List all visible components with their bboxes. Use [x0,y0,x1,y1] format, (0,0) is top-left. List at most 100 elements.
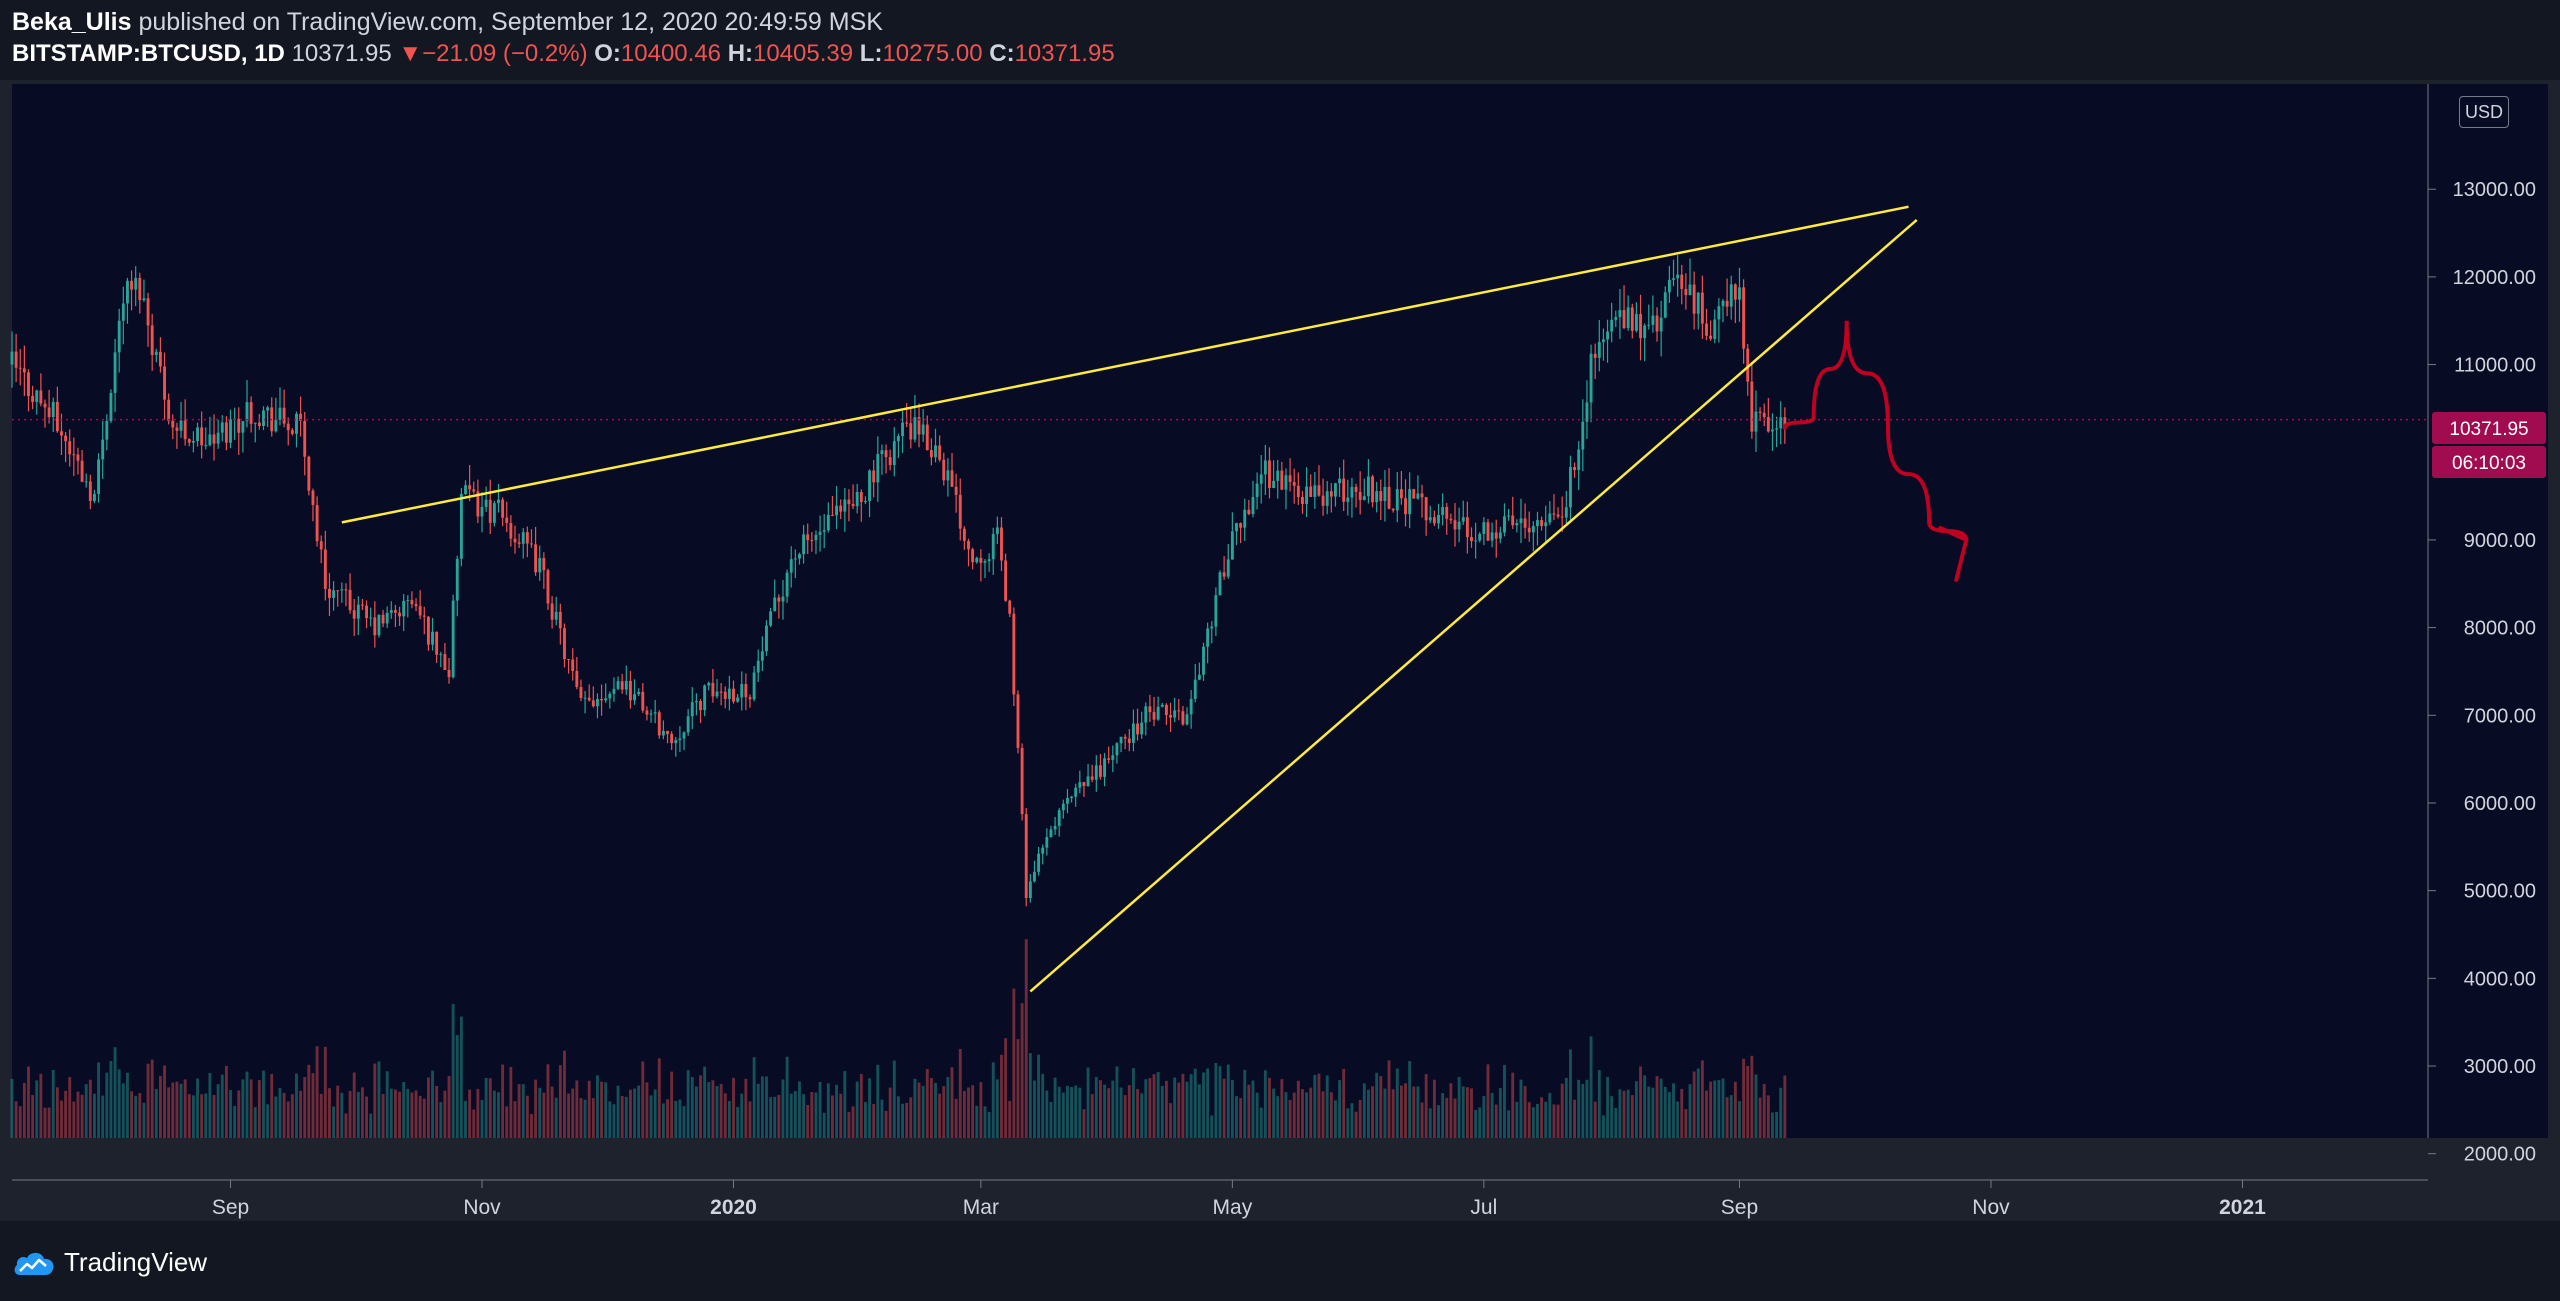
candle-body [1098,765,1102,777]
candle [1235,522,1238,546]
candle-body [682,732,686,739]
candle [934,428,937,463]
candle-body [1325,491,1329,506]
candle-body [1688,284,1692,296]
candle [237,407,241,455]
low-value: 10275.00 [882,40,983,67]
upper-trendline[interactable] [341,205,1909,524]
candle-body [216,432,220,444]
candle-body [319,541,323,550]
volume-bar [125,1072,129,1138]
candle-body [14,351,18,368]
volume-bar [1160,1085,1164,1138]
candle [1593,343,1597,380]
candle-body [212,434,216,444]
volume-bar [1362,1083,1366,1138]
volume-bar [1383,1088,1387,1138]
volume-bar [1721,1078,1725,1138]
volume-bar [855,1081,859,1138]
price-axis[interactable] [2428,84,2548,1138]
candle-body [167,399,171,421]
price-tick-label: 7000.00 [2464,705,2536,727]
candle [1160,702,1164,708]
candle [1333,482,1337,507]
candle [1465,501,1469,554]
volume-bar [876,1064,880,1138]
volume-bar [484,1077,488,1138]
candle [1078,770,1082,794]
volume-bar [80,1094,84,1138]
candle [323,530,327,601]
candle [674,736,678,757]
candle [872,460,876,498]
volume-bar [546,1064,550,1138]
candle-body [1717,306,1721,320]
volume-bar [35,1080,39,1138]
projection-drawing[interactable] [1782,320,1969,542]
candle [876,436,880,502]
volume-bar [233,1105,237,1138]
volume-bar [917,1082,921,1138]
volume-bar [1235,1096,1238,1138]
candle-body [1766,417,1770,432]
volume-bar [1498,1088,1502,1138]
countdown-badge-text: 06:10:03 [2452,453,2526,474]
candle [1507,508,1511,521]
candle-body [995,527,999,535]
candle-body [295,413,298,434]
volume-bar [134,1095,138,1138]
last-price-badge-text: 10371.95 [2449,419,2528,440]
candle [571,648,575,681]
volume-bar [732,1077,735,1138]
volume-bar [212,1094,216,1138]
candle [43,399,47,428]
lower-trendline[interactable] [1029,218,1918,993]
price-chart[interactable]: 2000.00 3000.00 4000.00 5000.00 6000.00 7000.… [0,80,2560,1221]
candle-body [719,691,723,693]
volume-bar [1301,1089,1304,1138]
volume-bar [616,1085,620,1138]
candle [1193,663,1197,703]
candle-body [1000,527,1003,561]
candle [1647,304,1651,330]
candle [946,458,950,497]
candle [402,593,406,632]
candle [843,487,847,532]
time-tick-label: May [1213,1196,1253,1219]
tradingview-logo[interactable]: TradingView [12,1247,207,1278]
candle-body [1094,765,1098,780]
candle-body [1601,339,1605,343]
candle-body [1630,307,1634,331]
volume-bar [835,1084,839,1138]
volume-bar [1218,1066,1222,1138]
candle-body [1268,460,1271,488]
plot-area[interactable] [12,84,2428,1138]
candle [1391,508,1395,513]
candle [1437,503,1440,529]
volume-bar [670,1071,674,1138]
candle-body [715,691,719,697]
volume-bar [781,1079,785,1138]
candle [670,731,674,750]
candle [1729,275,1733,320]
volume-bar [274,1096,278,1138]
candle [1222,556,1226,580]
volume-bar [690,1077,694,1138]
candle [1020,743,1024,821]
author-name[interactable]: Beka_Ulis [12,8,132,36]
volume-bar [814,1092,818,1138]
candle [1169,702,1172,732]
price-axis-labels: 2000.00 3000.00 4000.00 5000.00 6000.00 7000.… [2428,179,2536,1166]
volume-bar [43,1107,47,1138]
candle [398,606,401,626]
candle-body [1230,531,1234,560]
projection-arrowhead [1938,525,1969,582]
candle-body [1313,485,1317,497]
volume-bar [130,1091,134,1138]
candle [1375,481,1379,513]
currency-badge[interactable]: USD [2459,96,2509,128]
volume-bar [1729,1095,1733,1138]
volume-bar [1754,1074,1758,1138]
symbol-label[interactable]: BITSTAMP:BTCUSD, 1D [12,40,285,67]
candle-body [1037,853,1041,872]
